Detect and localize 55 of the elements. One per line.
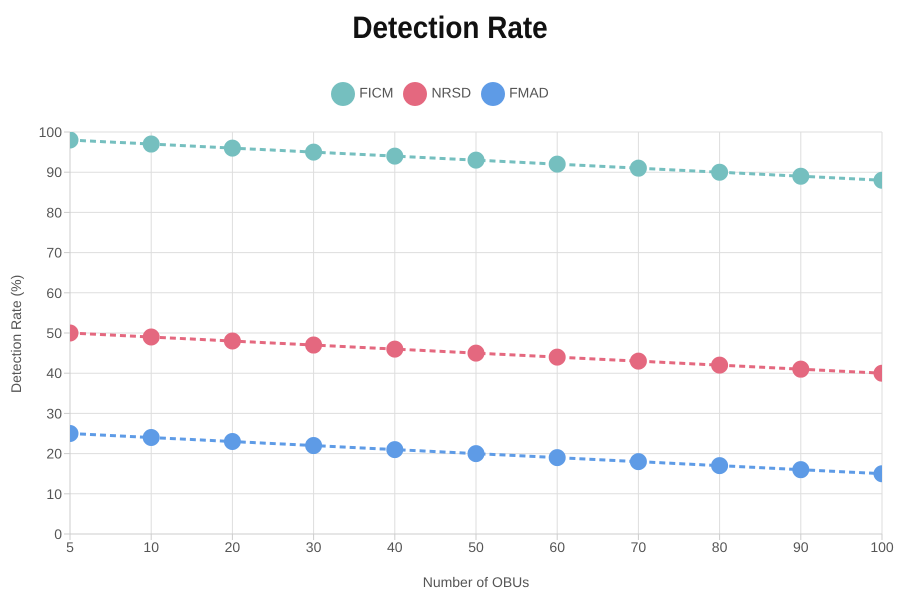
x-tick-label: 70 [630,538,646,555]
x-tick-label: 10 [143,538,160,555]
point [468,344,484,362]
point [468,445,484,462]
point [305,437,322,454]
point [468,152,484,169]
point [792,168,810,185]
x-tick-label: 90 [793,538,809,555]
point [142,328,160,346]
y-tick-label: 60 [46,284,62,301]
point [305,144,322,161]
y-tick-label: 80 [46,204,62,220]
y-tick-label: 40 [46,365,62,382]
x-tick-label: 20 [224,538,240,555]
point [630,160,647,177]
point [548,449,566,466]
point [548,348,566,366]
point [386,340,404,358]
point [224,332,241,350]
x-tick-label: 50 [468,538,484,555]
point [792,360,810,378]
y-tick-label: 20 [46,446,62,462]
y-tick-label: 30 [46,405,62,422]
y-tick-label: 100 [38,124,62,140]
point [548,156,566,173]
x-tick-label: 80 [712,538,728,555]
point [224,140,241,157]
point [630,453,647,470]
x-tick-label: 100 [870,538,894,555]
point [142,429,160,446]
x-tick-label: 40 [387,538,403,555]
y-tick-label: 90 [46,164,62,180]
legend-label: FMAD [509,84,549,101]
y-tick-label: 0 [54,526,62,542]
point [711,164,728,181]
y-tick-label: 50 [46,324,62,341]
legend-label: FICM [359,84,394,101]
y-tick-label: 10 [46,486,62,502]
point [792,461,810,478]
x-tick-label: 30 [306,538,322,555]
point [305,336,322,354]
point [142,136,160,153]
point [386,148,404,165]
chart-title: Detection Rate [351,9,549,47]
point [224,433,241,450]
point [386,441,404,458]
point [630,352,647,370]
y-tick-label: 70 [46,244,62,261]
x-tick-label: 60 [549,538,566,555]
point [711,457,728,474]
legend-label: NRSD [431,84,472,101]
point [711,356,728,374]
x-tick-label: 5 [66,538,74,555]
x-axis-title: Number of OBUs [422,574,530,590]
y-axis-title: Detection Rate (%) [8,274,24,393]
